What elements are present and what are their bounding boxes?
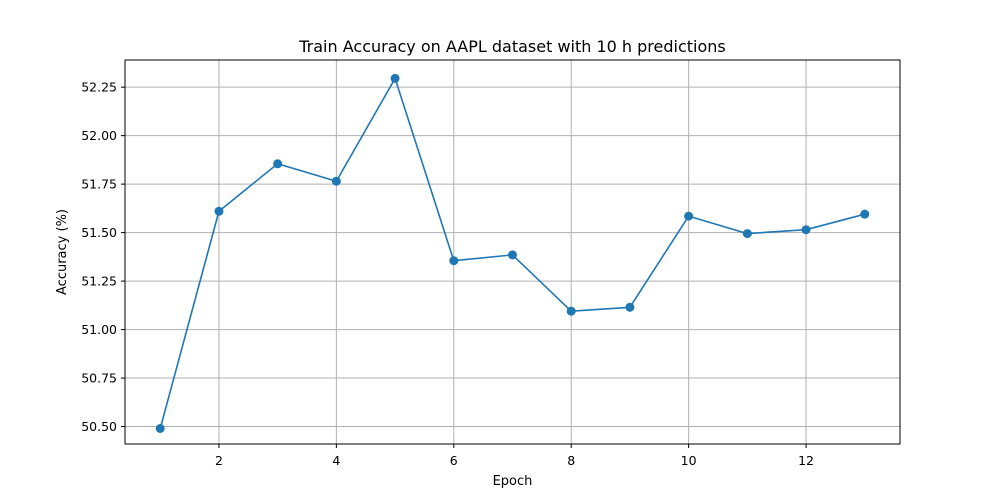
- chart-title: Train Accuracy on AAPL dataset with 10 h…: [298, 37, 726, 56]
- y-tick-label: 51.50: [81, 225, 117, 240]
- data-point: [214, 206, 224, 216]
- data-point: [331, 176, 341, 186]
- data-point: [860, 209, 870, 219]
- x-tick-label: 8: [567, 453, 575, 468]
- y-tick-label: 50.50: [81, 419, 117, 434]
- data-point: [273, 159, 283, 169]
- data-point: [625, 302, 635, 312]
- data-point: [801, 225, 811, 235]
- data-point: [155, 423, 165, 433]
- y-tick-label: 51.75: [81, 177, 117, 192]
- x-tick-label: 2: [215, 453, 223, 468]
- data-series: [155, 73, 870, 433]
- y-axis-label: Accuracy (%): [55, 209, 70, 295]
- data-point: [508, 250, 517, 260]
- x-axis-label: Epoch: [493, 474, 533, 489]
- data-point: [742, 229, 752, 239]
- y-tick-label: 52.25: [81, 80, 117, 95]
- x-tick-label: 6: [450, 453, 458, 468]
- x-tick-label: 10: [681, 453, 697, 468]
- grid: [125, 60, 900, 444]
- x-tick-label: 12: [798, 453, 814, 468]
- y-tick-label: 52.00: [81, 128, 117, 143]
- axis-ticks: 2 4 6 8 10 12 50.50 50.75 51.00 51.25 51.50 51.75 52…: [81, 80, 814, 468]
- data-point: [449, 256, 459, 266]
- y-tick-label: 51.00: [81, 322, 117, 337]
- x-tick-label: 4: [332, 453, 340, 468]
- data-point: [684, 211, 694, 221]
- data-point: [390, 73, 400, 83]
- plot-area-frame: [124, 59, 901, 445]
- data-point: [566, 306, 576, 316]
- y-tick-label: 51.25: [81, 274, 117, 289]
- y-tick-label: 50.75: [81, 371, 117, 386]
